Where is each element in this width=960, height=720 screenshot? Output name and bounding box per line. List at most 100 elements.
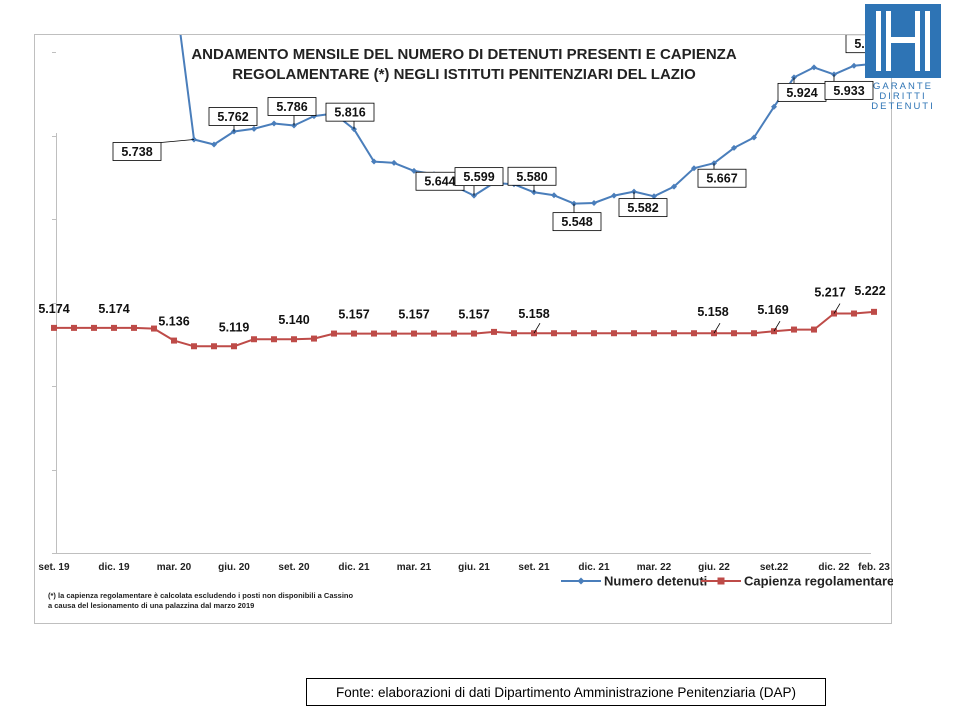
data-label-capienza: 5.157	[458, 308, 489, 322]
data-label-box	[208, 107, 258, 126]
data-point-capienza	[331, 330, 337, 337]
data-label-capienza: 5.158	[518, 307, 549, 321]
data-point-detenuti	[271, 120, 277, 127]
data-label-leader	[533, 323, 541, 334]
data-point-capienza	[271, 336, 277, 343]
x-tick-label: giu. 22	[698, 562, 730, 573]
x-tick-label: mar. 20	[157, 562, 192, 573]
data-label-capienza: 5.136	[158, 315, 189, 329]
legend-label-detenuti: Numero detenuti	[604, 574, 707, 589]
data-label-capienza: 5.119	[219, 320, 250, 334]
data-label-capienza: 5.169	[757, 303, 788, 317]
data-label-detenuti: 5.580	[516, 170, 547, 184]
data-point-capienza	[791, 326, 797, 333]
data-point-capienza	[71, 324, 77, 331]
data-point-capienza	[131, 324, 137, 331]
data-point-capienza	[571, 330, 577, 337]
legend-label-capienza: Capienza regolamentare	[744, 574, 893, 589]
chart-title-line-2: REGOLAMENTARE (*) NEGLI ISTITUTI PENITEN…	[232, 66, 696, 83]
data-label-detenuti: 5.816	[334, 106, 365, 120]
data-point-capienza	[671, 330, 677, 337]
data-label-detenuti: 5.548	[561, 215, 592, 229]
data-point-capienza	[231, 343, 237, 350]
data-label-capienza: 5.140	[278, 313, 309, 327]
data-label-detenuti: 5.924	[786, 86, 817, 100]
data-point-capienza	[111, 324, 117, 331]
data-point-capienza	[591, 330, 597, 337]
data-label-box	[507, 166, 557, 186]
data-point-detenuti	[591, 199, 597, 206]
data-point-capienza	[411, 330, 417, 337]
data-point-capienza	[611, 330, 617, 337]
data-point-capienza	[651, 330, 657, 337]
data-label-box	[824, 80, 874, 100]
data-label-capienza: 5.174	[98, 302, 129, 316]
data-label-leader	[713, 323, 721, 334]
source-note: Fonte: elaborazioni di dati Dipartimento…	[306, 678, 826, 706]
data-point-capienza	[871, 308, 877, 315]
data-point-capienza	[491, 328, 497, 335]
x-tick-label: dic. 21	[338, 562, 370, 573]
series-line-capienza	[54, 310, 875, 348]
data-point-detenuti	[751, 134, 757, 141]
data-point-detenuti	[551, 192, 557, 199]
data-point-detenuti	[771, 103, 777, 110]
data-point-detenuti	[371, 158, 377, 165]
legend-marker-capienza	[717, 577, 725, 585]
data-point-detenuti	[691, 165, 697, 172]
data-point-capienza	[311, 335, 317, 342]
data-label-box	[267, 97, 317, 116]
x-tick-label: set. 21	[518, 562, 550, 573]
data-label-detenuti: 5.933	[833, 84, 864, 98]
footnote-line-2: a causa del lesionamento di una palazzin…	[48, 601, 254, 610]
data-point-detenuti	[811, 64, 817, 71]
data-point-detenuti	[251, 125, 257, 132]
data-label-capienza: 5.158	[697, 305, 728, 319]
data-label-leader	[160, 139, 195, 143]
data-point-detenuti	[191, 136, 197, 143]
data-point-detenuti	[651, 193, 657, 200]
chart-svg: ANDAMENTO MENSILE DEL NUMERO DI DETENUTI…	[38, 35, 893, 610]
x-tick-label: set. 20	[278, 562, 310, 573]
data-point-capienza	[251, 336, 257, 343]
x-tick-label: dic. 21	[578, 562, 610, 573]
data-point-capienza	[451, 330, 457, 337]
data-point-detenuti	[211, 141, 217, 148]
x-tick-label: giu. 20	[218, 562, 250, 573]
data-label-capienza: 5.222	[854, 284, 885, 298]
data-point-capienza	[851, 310, 857, 317]
x-tick-label: dic. 19	[98, 562, 130, 573]
data-label-capienza: 5.217	[814, 286, 845, 300]
data-label-box	[697, 168, 747, 188]
series-line-detenuti	[179, 35, 875, 205]
x-tick-label: set. 19	[38, 562, 70, 573]
data-point-capienza	[391, 330, 397, 337]
x-tick-label: feb. 23	[858, 562, 890, 573]
data-point-capienza	[811, 326, 817, 333]
data-point-capienza	[551, 330, 557, 337]
data-point-capienza	[171, 337, 177, 344]
data-label-box	[325, 102, 375, 122]
data-label-detenuti: 5.582	[627, 201, 658, 215]
logo-text-line-2: DIRITTI	[879, 91, 926, 102]
data-label-box	[618, 198, 668, 218]
data-point-capienza	[431, 330, 437, 337]
x-tick-label: mar. 22	[637, 562, 672, 573]
data-label-box	[454, 167, 504, 187]
x-tick-label: dic. 22	[818, 562, 850, 573]
chart-title-line-1: ANDAMENTO MENSILE DEL NUMERO DI DETENUTI…	[191, 46, 736, 63]
data-label-detenuti: 5.738	[121, 145, 152, 159]
data-point-capienza	[291, 336, 297, 343]
data-point-capienza	[151, 325, 157, 332]
logo-text-line-3: DETENUTI	[871, 101, 935, 112]
data-label-capienza: 5.174	[38, 302, 69, 316]
garante-logo: GARANTE DIRITTI DETENUTI	[865, 4, 941, 112]
data-label-leader	[773, 321, 781, 332]
legend-marker-detenuti	[577, 577, 585, 585]
data-point-detenuti	[291, 122, 297, 129]
data-point-capienza	[511, 330, 517, 337]
data-label-detenuti: 5.644	[424, 175, 455, 189]
data-point-capienza	[631, 330, 637, 337]
x-tick-label: giu. 21	[458, 562, 490, 573]
data-label-detenuti: 5.762	[217, 110, 248, 124]
